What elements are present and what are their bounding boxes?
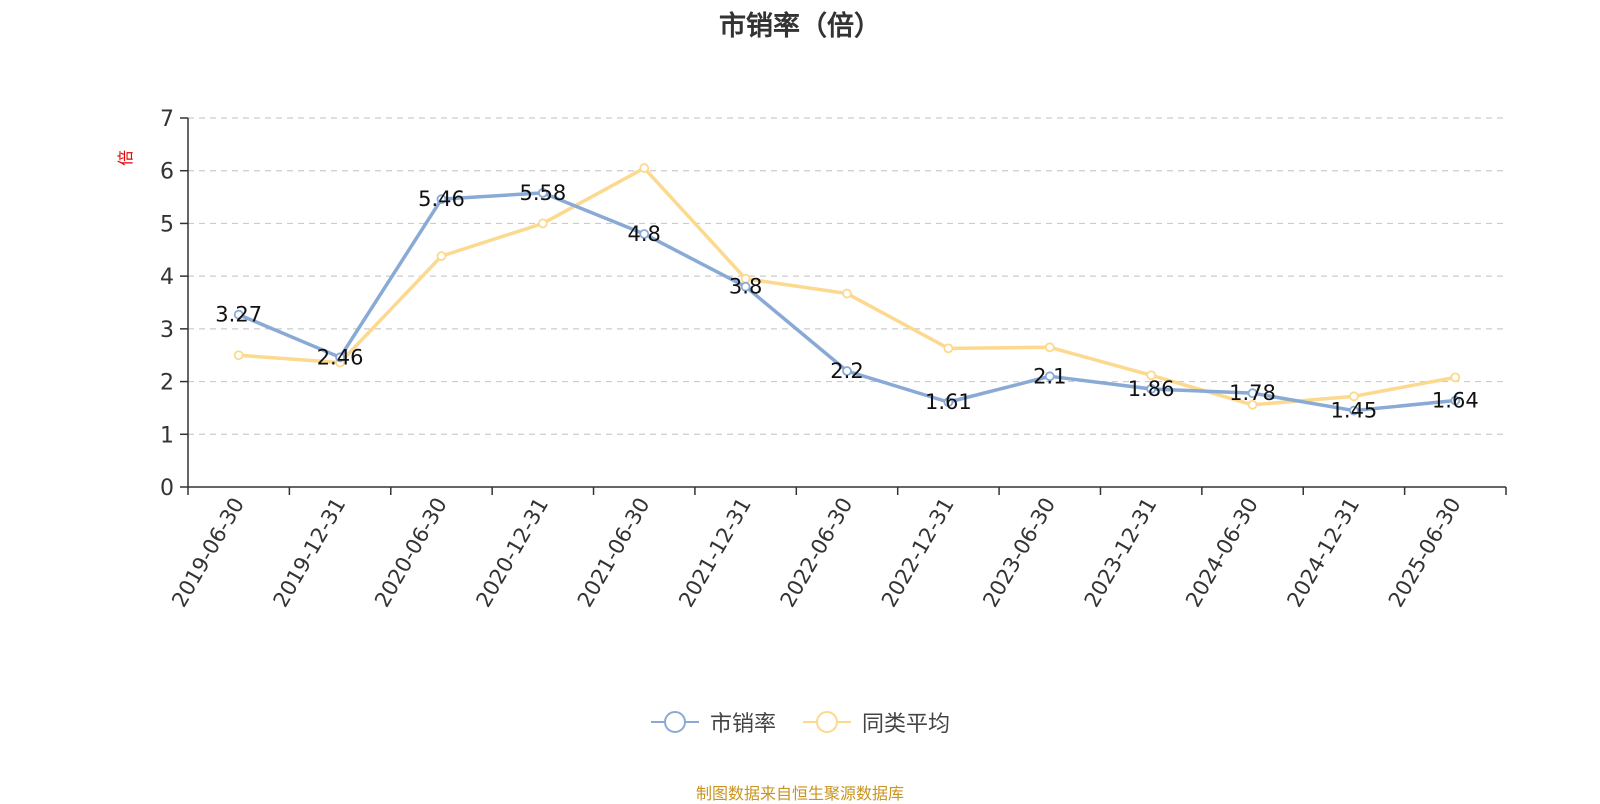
x-tick-label: 2020-06-30	[370, 494, 452, 612]
data-label: 5.46	[418, 187, 465, 211]
data-label: 3.27	[215, 303, 262, 327]
data-point-1	[233, 309, 244, 320]
y-tick-label: 6	[160, 160, 174, 185]
data-point-2	[639, 163, 650, 173]
data-point-2	[537, 218, 548, 229]
x-tick-label: 2021-06-30	[573, 494, 655, 612]
data-point-1	[943, 397, 954, 408]
data-point-1	[842, 366, 852, 376]
y-tick-label: 2	[160, 371, 174, 396]
data-label: 1.78	[1229, 381, 1276, 405]
data-point-1	[335, 352, 345, 363]
data-point-2	[1247, 399, 1258, 410]
data-point-2	[1349, 391, 1359, 402]
data-label: 1.86	[1128, 377, 1175, 401]
source-note: 制图数据来自恒生聚源数据库	[695, 784, 904, 803]
data-point-1	[1146, 384, 1157, 394]
data-point-2	[436, 251, 447, 262]
data-point-1	[537, 187, 548, 198]
series-lines	[233, 163, 1461, 416]
data-point-2	[1450, 372, 1461, 383]
data-label: 1.61	[925, 390, 972, 414]
data-point-1	[1450, 395, 1461, 406]
data-point-1	[1247, 388, 1258, 399]
y-tick-label: 3	[160, 318, 174, 343]
data-label: 1.45	[1331, 399, 1378, 423]
data-label: 5.58	[519, 181, 566, 205]
data-point-1	[1044, 371, 1055, 382]
data-labels: 3.27 2.46 5.46 5.58 4.8 3.8 2.2 1.61 2.1 1.86 1.78…	[215, 181, 1478, 423]
data-label: 2.1	[1033, 364, 1066, 388]
y-tick-label: 7	[160, 107, 174, 132]
y-tick-label: 0	[160, 476, 174, 501]
data-point-1	[639, 229, 650, 239]
grid-lines	[188, 117, 1506, 435]
y-tick-label: 1	[160, 423, 174, 448]
data-point-1	[1349, 405, 1359, 416]
data-point-2	[943, 343, 954, 354]
data-point-2	[233, 350, 244, 361]
legend-item[interactable]: 同类平均	[802, 706, 950, 738]
data-label: 2.2	[830, 359, 863, 383]
y-tick-label: 5	[160, 212, 174, 237]
data-label: 2.46	[317, 345, 364, 369]
data-label: 1.64	[1432, 389, 1479, 413]
x-tick-label: 2023-06-30	[978, 494, 1060, 612]
y-axis-label: 倍	[116, 150, 135, 166]
x-tick-label: 2023-12-31	[1080, 494, 1162, 612]
legend-label: 同类平均	[862, 712, 951, 737]
data-label: 3.8	[729, 275, 762, 299]
data-point-2	[1146, 370, 1157, 381]
data-point-1	[436, 194, 447, 205]
x-tick-label: 2021-12-31	[674, 494, 756, 612]
x-tick-label: 2025-06-30	[1384, 494, 1466, 612]
x-tick-label: 2024-06-30	[1181, 494, 1263, 612]
legend-label: 市销率	[709, 712, 776, 737]
x-tick-label: 2024-12-31	[1282, 494, 1364, 612]
legend-item[interactable]: 市销率	[650, 706, 776, 738]
x-tick-label: 2022-12-31	[877, 494, 959, 612]
legend: 市销率 同类平均	[0, 706, 1600, 738]
chart-title: 市销率（倍）	[719, 11, 881, 42]
x-tick-label: 2022-06-30	[776, 494, 858, 612]
x-tick-label: 2019-12-31	[269, 494, 351, 612]
y-tick-label: 4	[160, 265, 174, 290]
legend-marker-icon	[650, 711, 699, 733]
data-label: 4.8	[628, 222, 661, 246]
data-point-2	[1044, 342, 1055, 353]
data-point-1	[740, 281, 751, 292]
x-tick-label: 2020-12-31	[471, 494, 553, 612]
data-point-2	[842, 288, 852, 299]
legend-marker-icon	[803, 711, 851, 733]
x-tick-label: 2019-06-30	[167, 494, 249, 612]
